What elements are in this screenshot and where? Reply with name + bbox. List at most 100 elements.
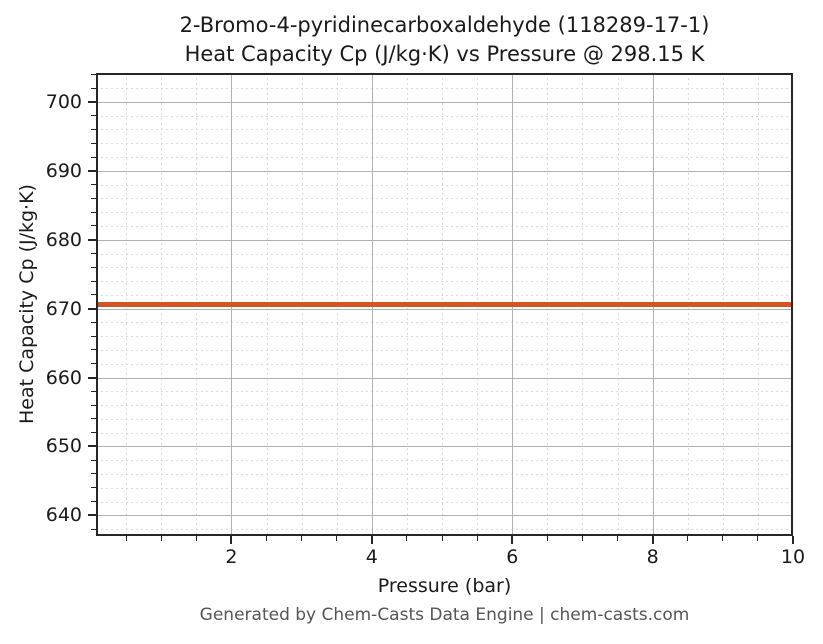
y-minor-tick bbox=[91, 115, 96, 117]
plot-area bbox=[96, 73, 793, 536]
y-minor-tick bbox=[91, 487, 96, 489]
x-major-tick bbox=[792, 536, 794, 544]
data-line-cp bbox=[231, 302, 302, 307]
major-gridline-y bbox=[96, 308, 793, 310]
minor-gridline-y bbox=[96, 88, 793, 90]
y-major-tick bbox=[88, 445, 96, 448]
minor-gridline-y bbox=[96, 281, 793, 283]
y-minor-tick bbox=[91, 473, 96, 475]
x-minor-tick bbox=[617, 536, 619, 541]
y-major-tick bbox=[88, 514, 96, 517]
y-tick-label: 640 bbox=[45, 504, 82, 527]
data-line-cp bbox=[512, 302, 583, 307]
x-minor-tick bbox=[336, 536, 338, 541]
y-minor-tick bbox=[91, 432, 96, 434]
minor-gridline-y bbox=[96, 529, 793, 531]
y-minor-tick bbox=[91, 349, 96, 351]
minor-gridline-y bbox=[96, 460, 793, 462]
major-gridline-y bbox=[96, 101, 793, 103]
y-minor-tick bbox=[91, 459, 96, 461]
x-minor-tick bbox=[546, 536, 548, 541]
y-minor-tick bbox=[91, 404, 96, 406]
x-minor-tick bbox=[195, 536, 197, 541]
y-minor-tick bbox=[91, 294, 96, 296]
x-minor-tick bbox=[581, 536, 583, 541]
x-minor-tick bbox=[687, 536, 689, 541]
minor-gridline-y bbox=[96, 418, 793, 420]
minor-gridline-y bbox=[96, 253, 793, 255]
major-gridline-y bbox=[96, 515, 793, 517]
data-line-cp bbox=[161, 302, 232, 307]
y-tick-label: 670 bbox=[45, 297, 82, 320]
minor-gridline-y bbox=[96, 198, 793, 200]
minor-gridline-y bbox=[96, 322, 793, 324]
x-minor-tick bbox=[266, 536, 268, 541]
x-tick-label: 2 bbox=[225, 546, 238, 568]
minor-gridline-y bbox=[96, 391, 793, 393]
x-minor-tick bbox=[757, 536, 759, 541]
minor-gridline-y bbox=[96, 432, 793, 434]
major-gridline-y bbox=[96, 377, 793, 379]
data-line-cp bbox=[98, 302, 162, 307]
y-major-tick bbox=[88, 100, 96, 103]
x-major-tick bbox=[230, 536, 233, 544]
data-line-cp bbox=[722, 302, 793, 307]
minor-gridline-y bbox=[96, 473, 793, 475]
y-tick-label: 690 bbox=[45, 159, 82, 182]
x-axis-label: Pressure (bar) bbox=[377, 575, 512, 597]
minor-gridline-y bbox=[96, 487, 793, 489]
x-tick-label: 8 bbox=[646, 546, 659, 568]
y-minor-tick bbox=[91, 225, 96, 227]
minor-gridline-y bbox=[96, 129, 793, 131]
major-gridline-y bbox=[96, 170, 793, 172]
y-minor-tick bbox=[91, 321, 96, 323]
y-minor-tick bbox=[91, 280, 96, 282]
x-minor-tick bbox=[406, 536, 408, 541]
data-line-cp bbox=[442, 302, 513, 307]
y-tick-label: 680 bbox=[45, 228, 82, 251]
major-gridline-y bbox=[96, 446, 793, 448]
x-tick-label: 4 bbox=[365, 546, 378, 568]
y-tick-label: 650 bbox=[45, 435, 82, 458]
chart-title-line1: 2-Bromo-4-pyridinecarboxaldehyde (118289… bbox=[179, 13, 710, 37]
y-minor-tick bbox=[91, 335, 96, 337]
y-minor-tick bbox=[91, 197, 96, 199]
minor-gridline-y bbox=[96, 501, 793, 503]
footer-credit: Generated by Chem-Casts Data Engine | ch… bbox=[199, 605, 690, 625]
data-line-cp bbox=[652, 302, 723, 307]
y-minor-tick bbox=[91, 501, 96, 503]
y-minor-tick bbox=[91, 363, 96, 365]
y-minor-tick bbox=[91, 73, 96, 75]
minor-gridline-y bbox=[96, 363, 793, 365]
data-line-cp bbox=[301, 302, 372, 307]
x-minor-tick bbox=[441, 536, 443, 541]
minor-gridline-y bbox=[96, 349, 793, 351]
x-tick-label: 10 bbox=[780, 546, 806, 568]
chart-title: 2-Bromo-4-pyridinecarboxaldehyde (118289… bbox=[96, 11, 793, 69]
x-minor-tick bbox=[476, 536, 478, 541]
x-tick-label: 6 bbox=[506, 546, 519, 568]
minor-gridline-y bbox=[96, 267, 793, 269]
y-minor-tick bbox=[91, 184, 96, 186]
minor-gridline-y bbox=[96, 157, 793, 159]
y-minor-tick bbox=[91, 528, 96, 530]
y-minor-tick bbox=[91, 128, 96, 130]
y-minor-tick bbox=[91, 390, 96, 392]
x-minor-tick bbox=[125, 536, 127, 541]
x-minor-tick bbox=[722, 536, 724, 541]
minor-gridline-y bbox=[96, 225, 793, 227]
minor-gridline-y bbox=[96, 184, 793, 186]
chart-title-line2: Heat Capacity Cp (J/kg·K) vs Pressure @ … bbox=[184, 42, 705, 66]
y-minor-tick bbox=[91, 418, 96, 420]
minor-gridline-y bbox=[96, 336, 793, 338]
y-minor-tick bbox=[91, 253, 96, 254]
y-major-tick bbox=[88, 307, 96, 310]
minor-gridline-y bbox=[96, 294, 793, 296]
y-minor-tick bbox=[91, 87, 96, 89]
major-gridline-y bbox=[96, 239, 793, 241]
y-major-tick bbox=[88, 169, 96, 172]
minor-gridline-y bbox=[96, 212, 793, 214]
x-major-tick bbox=[370, 536, 373, 544]
minor-gridline-y bbox=[96, 115, 793, 117]
